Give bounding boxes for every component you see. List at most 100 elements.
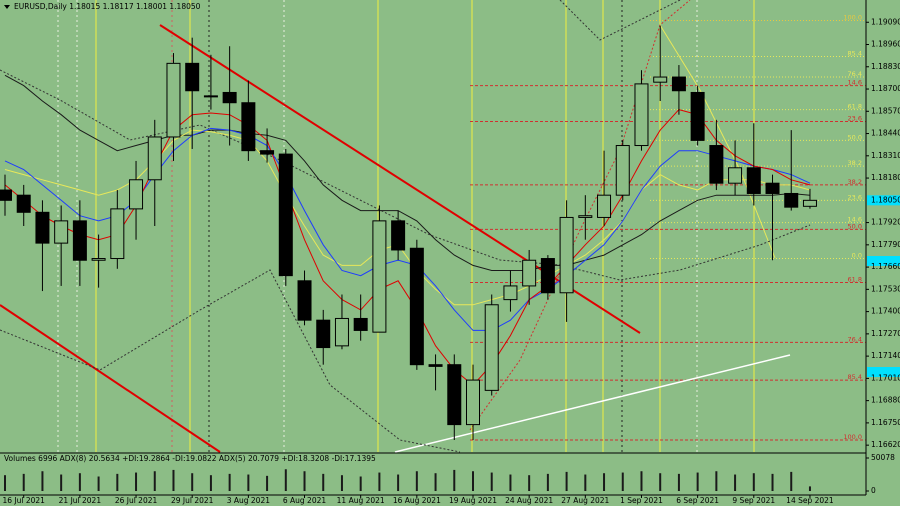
fib-label: 76.4 [848,335,862,343]
y-tick-label: 1.17010 [871,373,900,382]
candle-body [503,285,518,301]
y-tick-label: 1.18440 [871,129,900,138]
trend-line [0,304,221,453]
y-tick-label: 1.19090 [871,17,900,26]
fib-label: 76.4 [848,70,862,78]
candle-body [16,194,31,213]
y-tick-label: 1.16750 [871,418,900,427]
candle-body [559,216,574,294]
x-tick-label: 1 Sep 2021 [620,496,663,505]
envelope-line [0,269,461,453]
candle-body [765,182,780,194]
candle-body [466,379,480,426]
candle-body [297,280,312,321]
y-tick-label: 1.18310 [871,151,900,160]
candle-body [615,145,630,196]
candle-body [203,95,218,98]
chart-title: EURUSD,Daily 1.18015 1.18117 1.18001 1.1… [14,2,201,11]
indicator-line [4,129,811,306]
x-tick-label: 9 Sep 2021 [732,496,775,505]
y-tick-label: 1.16620 [871,440,900,449]
candle-body [409,247,424,366]
candle-body [597,194,612,218]
symbol-icon [4,5,10,9]
x-tick-label: 16 Aug 2021 [393,496,441,505]
x-tick-label: 14 Sep 2021 [786,496,834,505]
y-tick-label: 1.18700 [871,84,900,93]
candle-body [260,150,275,155]
axes: 1.19090 1.18960 1.18830 1.18700 1.18570 1.184… [2,17,900,505]
fib-label: 38.2 [848,159,862,167]
y-tick-label: 1.18180 [871,173,900,182]
candle-body [72,220,87,261]
fib-label: 23.6 [848,193,862,201]
candles [0,25,817,441]
candle-body [746,167,761,194]
candle-body [728,167,743,184]
y-tick-label: 1.17530 [871,284,900,293]
x-tick-label: 3 Aug 2021 [227,496,270,505]
candle-body [428,364,443,367]
panel-title: Volumes 6996 ADX(8) 20.5634 +DI:19.2864 … [4,454,376,463]
candle-body [110,208,125,260]
trend-line [394,354,791,453]
candle-body [129,179,144,210]
candle-body [54,220,69,244]
x-tick-label: 24 Aug 2021 [505,496,553,505]
candle-body [671,76,686,92]
x-tick-label: 27 Aug 2021 [561,496,609,505]
y-tick-label: 1.18960 [871,40,900,49]
y-tick-label: 1.17920 [871,218,900,227]
candle-body [522,259,537,287]
candle-body [447,364,462,426]
fib-label: 100.0 [843,14,862,22]
candle-body [690,91,705,141]
candle-body [222,91,237,104]
y-tick-label: 0 [871,486,876,495]
y-tick-label: 1.18830 [871,62,900,71]
last-price-label: 1.18050 [871,195,900,204]
fib-label: 0.0 [852,252,862,260]
candle-body [634,83,649,147]
candle-body [185,62,200,92]
candle-body [241,102,256,152]
volume-panel: 0 50078 [4,453,895,495]
x-tick-label: 26 Jul 2021 [115,496,158,505]
y-tick-label: 1.17140 [871,351,900,360]
candle-body [278,153,293,277]
candle-body [147,136,162,181]
candle-body [334,317,349,347]
y-tick-label: 50078 [871,453,895,462]
candle-body [802,199,817,207]
y-tick-label: 1.17400 [871,307,900,316]
y-tick-label: 1.17660 [871,262,900,271]
candle-body [353,317,368,331]
candle-body [0,189,12,201]
x-tick-label: 16 Jul 2021 [2,496,45,505]
y-tick-label: 1.16880 [871,396,900,405]
fib-label: 100.0 [843,433,862,441]
price-marker [867,256,900,266]
fib-label: 14.6 [848,216,862,224]
candle-body [540,258,555,294]
fib-label: 61.8 [848,276,862,284]
x-tick-label: 6 Aug 2021 [283,496,326,505]
y-tick-label: 1.17270 [871,329,900,338]
fib-label: 38.2 [848,178,862,186]
x-tick-label: 11 Aug 2021 [337,496,385,505]
candle-body [484,304,499,391]
x-tick-label: 29 Jul 2021 [171,496,214,505]
fib-label: 50.0 [848,133,862,141]
candle-body [709,145,724,184]
x-tick-label: 21 Jul 2021 [59,496,102,505]
candle-body [91,258,106,261]
candle-body [372,220,387,333]
last-price-box [867,195,900,206]
candle-body [35,211,50,244]
fib-label: 61.8 [848,103,862,111]
fib-label: 85.4 [848,373,862,381]
trend-line [469,0,691,431]
y-tick-label: 1.17790 [871,240,900,249]
y-tick-label: 1.18570 [871,106,900,115]
